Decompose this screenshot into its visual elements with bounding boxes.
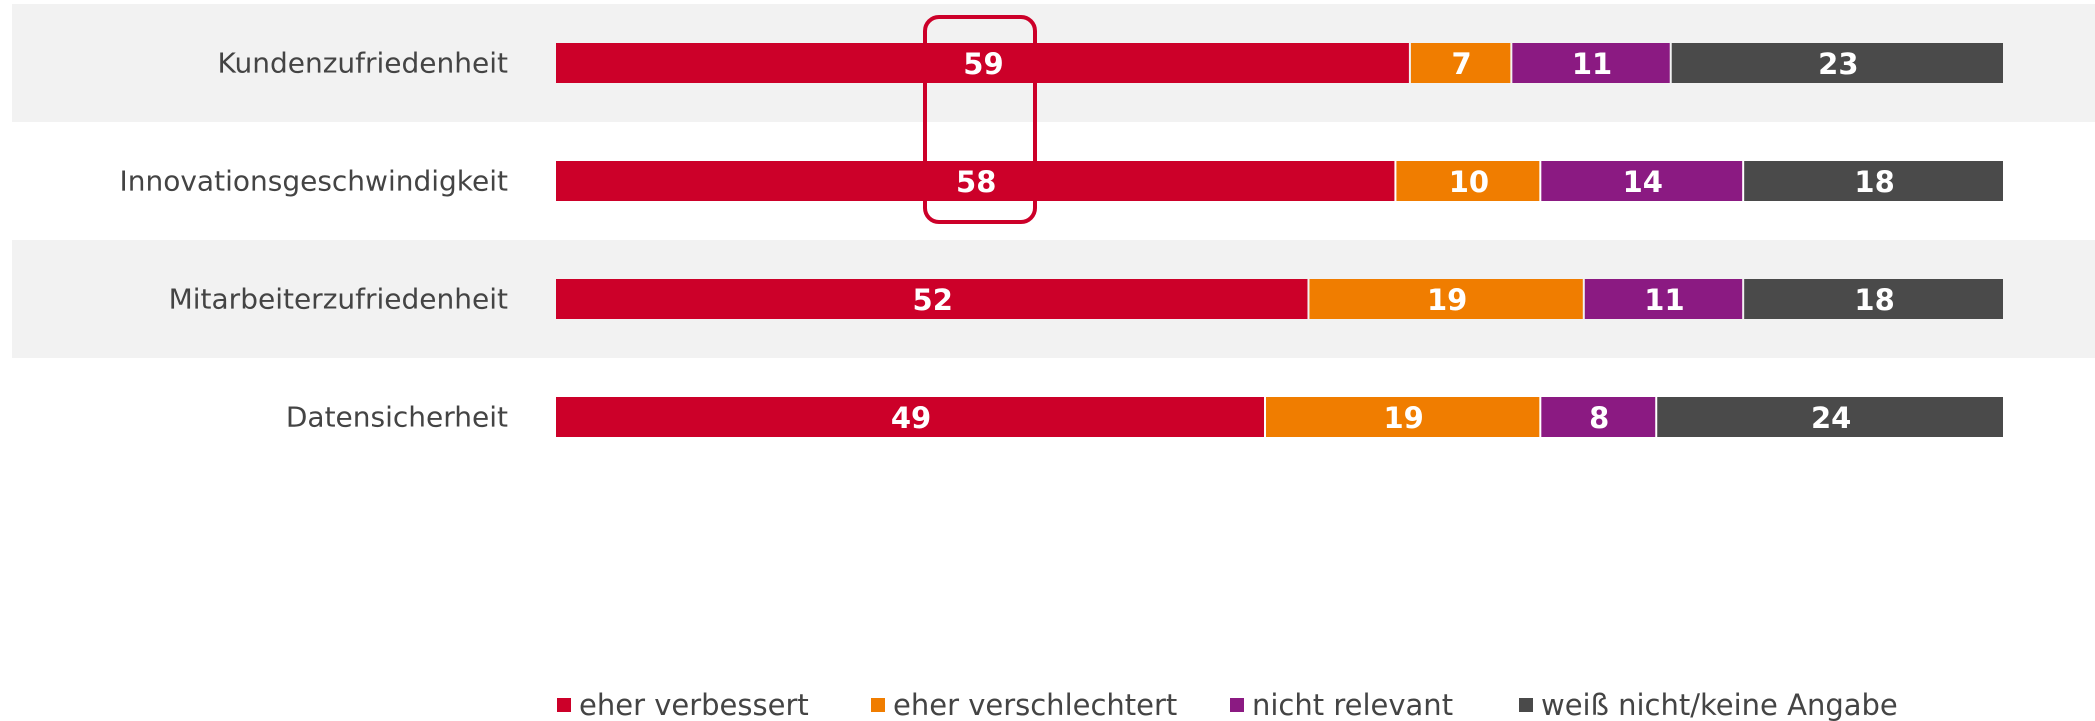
highlight-box: [923, 15, 1037, 224]
legend-swatch: [1519, 698, 1533, 712]
bars: 59 7 11 23 58 10 14 18 52 19 11 18 49 19 8 24: [556, 43, 2003, 437]
value-label: 11: [1572, 47, 1612, 81]
bar-segment: [1410, 43, 1511, 83]
value-label: 49: [891, 401, 931, 435]
legend-label: eher verschlechtert: [893, 688, 1177, 721]
bar-segment: [556, 161, 1395, 201]
value-label: 59: [963, 47, 1003, 81]
category-label: Innovationsgeschwindigkeit: [119, 165, 508, 198]
value-label: 18: [1854, 283, 1894, 317]
bar-segment: [1541, 397, 1656, 437]
legend-swatch: [871, 698, 885, 712]
legend-label: eher verbessert: [579, 688, 809, 721]
value-label: 19: [1427, 283, 1467, 317]
bar-segment: [1744, 161, 2003, 201]
value-label: 8: [1589, 401, 1609, 435]
bar-segment: [556, 397, 1265, 437]
bar-segment: [1744, 279, 2003, 319]
legend-swatch: [557, 698, 571, 712]
value-label: 10: [1449, 165, 1489, 199]
bar-segment: [1396, 161, 1540, 201]
bar-segment: [556, 43, 1409, 83]
bar-segment: [1584, 279, 1743, 319]
bar-segment: [1541, 161, 1743, 201]
bar-segment: [1309, 279, 1583, 319]
value-label: 58: [956, 165, 996, 199]
category-label: Kundenzufriedenheit: [218, 47, 509, 80]
value-label: 11: [1644, 283, 1684, 317]
value-label: 24: [1811, 401, 1851, 435]
value-label: 7: [1452, 47, 1472, 81]
value-label: 18: [1854, 165, 1894, 199]
bar-segment: [1512, 43, 1670, 83]
bar-segment: [1671, 43, 2003, 83]
legend-swatch: [1230, 698, 1244, 712]
category-label: Datensicherheit: [286, 401, 508, 434]
legend-label: weiß nicht/keine Angabe: [1541, 688, 1898, 721]
bar-segment: [1657, 397, 2003, 437]
bar-segment: [1266, 397, 1540, 437]
value-label: 23: [1818, 47, 1858, 81]
legend-label: nicht relevant: [1252, 688, 1453, 721]
value-label: 52: [913, 283, 953, 317]
value-label: 19: [1383, 401, 1423, 435]
category-label: Mitarbeiterzufriedenheit: [169, 283, 508, 316]
bar-segment: [556, 279, 1308, 319]
value-label: 14: [1623, 165, 1663, 199]
